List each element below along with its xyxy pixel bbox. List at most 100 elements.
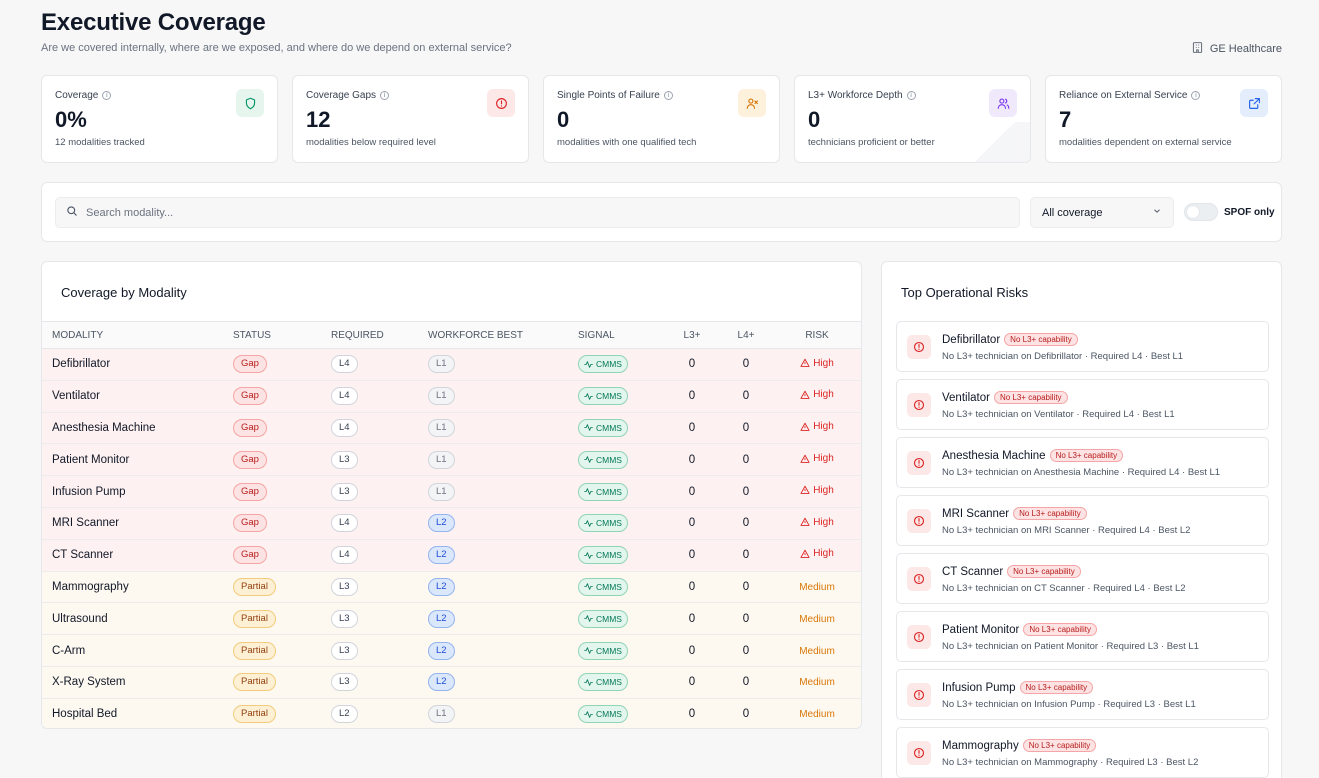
kpi-card: Coverage i 0% 12 modalities tracked	[41, 75, 278, 163]
risk-item[interactable]: Defibrillator No L3+ capability No L3+ tec…	[896, 321, 1269, 372]
risk-indicator: High	[800, 453, 834, 464]
spof-toggle[interactable]	[1184, 203, 1218, 221]
risk-label: High	[813, 516, 834, 528]
cell-modality: Defibrillator	[42, 348, 223, 381]
kpi-value: 0%	[55, 107, 87, 132]
user-x-icon	[738, 89, 766, 117]
table-row[interactable]: Patient Monitor Gap L3 L1 CMMS 0 0 High	[42, 443, 861, 477]
activity-icon	[584, 519, 593, 528]
cell-required: L3	[321, 571, 418, 604]
activity-icon	[584, 551, 593, 560]
table-row[interactable]: X-Ray System Partial L3 L2 CMMS 0 0 Medium	[42, 666, 861, 699]
kpi-label: L3+ Workforce Depth i	[808, 90, 1017, 101]
search-box[interactable]	[55, 197, 1020, 228]
search-input[interactable]	[86, 206, 986, 219]
risk-item-badge: No L3+ capability	[1049, 449, 1124, 462]
table-row[interactable]: C-Arm Partial L3 L2 CMMS 0 0 Medium	[42, 634, 861, 667]
table-row[interactable]: MRI Scanner Gap L4 L2 CMMS 0 0 High	[42, 507, 861, 540]
risk-item[interactable]: Ventilator No L3+ capability No L3+ techni…	[896, 379, 1269, 430]
col-signal[interactable]: SIGNAL	[568, 321, 665, 349]
risk-label: Medium	[799, 613, 835, 625]
info-icon[interactable]: i	[380, 91, 390, 100]
cell-l3: 0	[665, 634, 719, 667]
cell-workforce-best: L1	[418, 443, 568, 477]
table-row[interactable]: Anesthesia Machine Gap L4 L1 CMMS 0 0 High	[42, 412, 861, 445]
risk-item-badge: No L3+ capability	[1007, 565, 1081, 578]
col-workforce-best[interactable]: WORKFORCE BEST	[418, 321, 568, 349]
risk-item[interactable]: Patient Monitor No L3+ capability No L3+ t…	[896, 611, 1269, 662]
risk-item-detail: No L3+ technician on Patient Monitor · R…	[942, 641, 1199, 652]
risk-item-detail: No L3+ technician on Mammography · Requi…	[942, 757, 1199, 768]
table-row[interactable]: Mammography Partial L3 L2 CMMS 0 0 Medium	[42, 571, 861, 604]
risk-item-name: Infusion Pump	[942, 681, 1016, 694]
workforce-best-badge: L1	[428, 705, 455, 724]
cell-signal: CMMS	[568, 348, 665, 381]
table-row[interactable]: Ventilator Gap L4 L1 CMMS 0 0 High	[42, 380, 861, 413]
cell-modality: CT Scanner	[42, 539, 223, 572]
warning-icon	[800, 390, 810, 400]
table-row[interactable]: CT Scanner Gap L4 L2 CMMS 0 0 High	[42, 539, 861, 572]
risk-item-badge: No L3+ capability	[993, 391, 1068, 404]
cell-status: Partial	[223, 571, 321, 604]
risk-item[interactable]: CT Scanner No L3+ capability No L3+ techni…	[896, 553, 1269, 604]
cell-l3: 0	[665, 380, 719, 413]
info-icon[interactable]: i	[1191, 91, 1201, 100]
risk-item[interactable]: Anesthesia Machine No L3+ capability No L3…	[896, 437, 1269, 488]
cell-l3: 0	[665, 443, 719, 477]
table-row[interactable]: Infusion Pump Gap L3 L1 CMMS 0 0 High	[42, 475, 861, 508]
cell-status: Gap	[223, 443, 321, 477]
coverage-table-card: Coverage by Modality MODALITY STATUS REQ…	[41, 261, 862, 729]
signal-badge: CMMS	[578, 355, 628, 374]
cell-status: Partial	[223, 602, 321, 636]
cell-required: L4	[321, 380, 418, 413]
cell-l3: 0	[665, 539, 719, 572]
building-icon	[1191, 41, 1204, 57]
risk-label: High	[813, 357, 834, 369]
table-row[interactable]: Defibrillator Gap L4 L1 CMMS 0 0 High	[42, 348, 861, 381]
alert-circle-icon	[907, 509, 931, 533]
status-badge: Gap	[233, 546, 267, 565]
alert-circle-icon	[907, 567, 931, 591]
col-l4[interactable]: L4+	[719, 321, 773, 349]
kpi-desc: modalities below required level	[306, 137, 436, 148]
cell-modality: Ventilator	[42, 380, 223, 413]
cell-workforce-best: L2	[418, 602, 568, 636]
cell-modality: Hospital Bed	[42, 698, 223, 728]
cell-workforce-best: L2	[418, 507, 568, 540]
kpi-row: Coverage i 0% 12 modalities tracked Coverage…	[41, 75, 1282, 163]
cell-modality: Infusion Pump	[42, 475, 223, 508]
workforce-best-badge: L2	[428, 673, 455, 692]
risk-item[interactable]: Infusion Pump No L3+ capability No L3+ tec…	[896, 669, 1269, 720]
cell-status: Gap	[223, 412, 321, 445]
coverage-select[interactable]: All coverage	[1030, 197, 1174, 228]
cell-status: Gap	[223, 380, 321, 413]
col-status[interactable]: STATUS	[223, 321, 321, 349]
risk-indicator: Medium	[799, 614, 835, 625]
col-l3[interactable]: L3+	[665, 321, 719, 349]
info-icon[interactable]: i	[663, 91, 673, 100]
risk-item[interactable]: MRI Scanner No L3+ capability No L3+ techn…	[896, 495, 1269, 546]
activity-icon	[584, 646, 593, 655]
activity-icon	[584, 392, 593, 401]
cell-required: L3	[321, 475, 418, 508]
cell-l4: 0	[719, 507, 773, 540]
workforce-best-badge: L2	[428, 609, 455, 628]
risks-card: Top Operational Risks Defibrillator No L3…	[881, 261, 1282, 778]
risk-item-header: Infusion Pump No L3+ capability	[942, 681, 1094, 694]
col-risk[interactable]: RISK	[773, 321, 861, 349]
info-icon[interactable]: i	[906, 91, 916, 100]
cell-risk: Medium	[773, 698, 861, 728]
cell-required: L4	[321, 412, 418, 445]
cell-risk: Medium	[773, 571, 861, 604]
cell-l4: 0	[719, 475, 773, 508]
cell-risk: Medium	[773, 666, 861, 699]
col-required[interactable]: REQUIRED	[321, 321, 418, 349]
table-row[interactable]: Hospital Bed Partial L2 L1 CMMS 0 0 Medium	[42, 698, 861, 728]
risk-item[interactable]: Mammography No L3+ capability No L3+ techn…	[896, 727, 1269, 778]
table-row[interactable]: Ultrasound Partial L3 L2 CMMS 0 0 Medium	[42, 602, 861, 636]
info-icon[interactable]: i	[102, 91, 112, 100]
col-modality[interactable]: MODALITY	[42, 321, 223, 349]
status-badge: Gap	[233, 450, 267, 469]
cell-signal: CMMS	[568, 412, 665, 445]
risk-item-detail: No L3+ technician on Anesthesia Machine …	[942, 467, 1221, 478]
